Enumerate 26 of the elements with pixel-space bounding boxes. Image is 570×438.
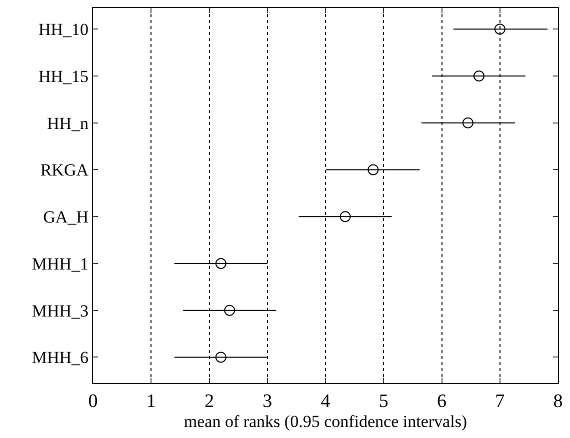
y-tick-label: MHH_3 [32,301,88,320]
x-tick-label: 1 [146,390,156,412]
point [224,304,236,316]
point [473,70,484,82]
y-tick-label: MHH_6 [32,348,88,368]
point [340,211,351,222]
x-tick-label: 4 [320,390,331,412]
point [494,24,506,35]
y-tick-label: GA_H [43,208,88,227]
point [215,352,226,363]
y-tick-label: HH_n [46,114,89,133]
x-tick-label: 5 [378,390,388,412]
y-tick-label: MHH_1 [32,254,88,274]
x-axis-title: mean of ranks (0.95 confidence intervals) [184,412,468,431]
x-tick-label: 8 [553,390,563,412]
x-tick-label: 6 [437,390,446,412]
x-tick-label: 2 [204,390,214,412]
x-tick-label: 7 [495,390,505,412]
point [462,117,474,128]
y-tick-label: HH_15 [38,66,88,86]
x-tick-label: 3 [262,390,272,412]
y-tick-label: HH_10 [38,20,88,40]
point [215,258,226,269]
x-tick-label: 0 [88,390,98,412]
y-tick-label: RKGA [40,160,90,180]
point [368,164,379,176]
